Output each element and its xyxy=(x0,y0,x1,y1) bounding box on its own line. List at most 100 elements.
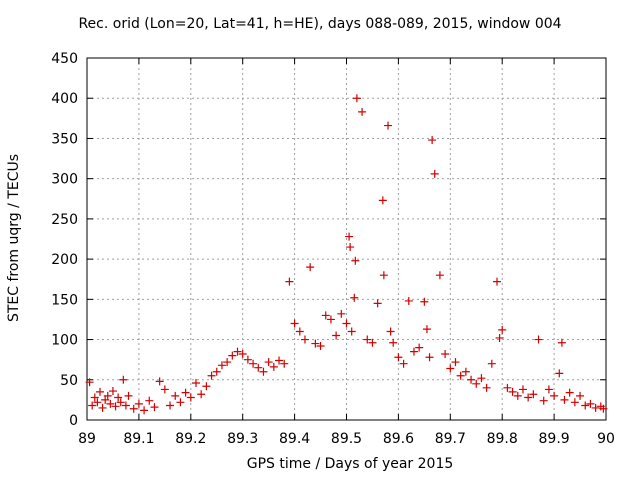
data-point xyxy=(342,319,351,328)
data-point xyxy=(477,374,486,383)
data-point xyxy=(378,196,387,205)
data-point xyxy=(191,378,200,387)
data-point xyxy=(352,94,361,103)
x-tick-label: 89.9 xyxy=(539,431,570,447)
data-point xyxy=(160,385,169,394)
data-point xyxy=(134,399,143,408)
x-tick-label: 89 xyxy=(78,431,96,447)
data-point xyxy=(513,391,522,400)
data-point xyxy=(425,353,434,362)
data-point xyxy=(581,401,590,410)
data-point xyxy=(441,350,450,359)
data-point xyxy=(121,401,130,410)
data-point xyxy=(93,398,102,407)
data-point xyxy=(254,363,263,372)
x-tick-label: 89.4 xyxy=(279,431,310,447)
data-point xyxy=(311,339,320,348)
x-tick-label: 89.5 xyxy=(331,431,362,447)
data-point xyxy=(228,351,237,360)
data-point xyxy=(518,385,527,394)
chart-title: Rec. orid (Lon=20, Lat=41, h=HE), days 0… xyxy=(78,16,562,32)
data-point xyxy=(379,271,388,280)
data-point xyxy=(202,382,211,391)
data-point xyxy=(337,309,346,318)
data-point xyxy=(176,398,185,407)
data-point xyxy=(384,121,393,130)
x-tick-label: 89.3 xyxy=(227,431,258,447)
data-point xyxy=(451,358,460,367)
data-point xyxy=(171,391,180,400)
data-point xyxy=(166,401,175,410)
y-tick-label: 400 xyxy=(51,91,78,107)
y-tick-label: 150 xyxy=(51,292,78,308)
data-point xyxy=(223,358,232,367)
data-point xyxy=(345,232,354,241)
data-point xyxy=(108,387,117,396)
data-point xyxy=(557,338,566,347)
data-point xyxy=(116,398,125,407)
data-point xyxy=(534,335,543,344)
data-point xyxy=(306,263,315,272)
data-point xyxy=(275,356,284,365)
data-point xyxy=(106,399,115,408)
data-point xyxy=(435,271,444,280)
data-point xyxy=(591,403,600,412)
data-point xyxy=(586,399,595,408)
data-point xyxy=(316,341,325,350)
data-point xyxy=(446,364,455,373)
data-point xyxy=(409,347,418,356)
data-point xyxy=(119,375,128,384)
x-axis-label: GPS time / Days of year 2015 xyxy=(246,456,454,472)
data-point xyxy=(150,403,159,412)
data-point xyxy=(495,333,504,342)
data-point xyxy=(140,406,149,415)
data-point xyxy=(456,371,465,380)
data-point xyxy=(430,169,439,178)
data-point xyxy=(197,390,206,399)
data-point xyxy=(326,315,335,324)
y-tick-label: 100 xyxy=(51,333,78,349)
data-point xyxy=(363,335,372,344)
data-point xyxy=(101,395,110,404)
data-point xyxy=(103,391,112,400)
data-point xyxy=(467,375,476,384)
data-point xyxy=(95,387,104,396)
data-point xyxy=(386,327,395,336)
data-point xyxy=(90,393,99,402)
data-point xyxy=(295,327,304,336)
data-point xyxy=(482,383,491,392)
data-point xyxy=(145,396,154,405)
y-tick-label: 250 xyxy=(51,212,78,228)
data-point xyxy=(238,350,247,359)
data-point xyxy=(181,388,190,397)
data-point xyxy=(155,377,164,386)
y-tick-label: 450 xyxy=(51,51,78,67)
data-point xyxy=(498,325,507,334)
data-point xyxy=(368,338,377,347)
data-point xyxy=(399,359,408,368)
data-point xyxy=(420,297,429,306)
data-point xyxy=(243,355,252,364)
y-tick-label: 300 xyxy=(51,172,78,188)
data-point xyxy=(233,347,242,356)
x-tick-label: 89.7 xyxy=(435,431,466,447)
data-point xyxy=(300,335,309,344)
data-point xyxy=(290,319,299,328)
data-point xyxy=(389,338,398,347)
data-point xyxy=(539,396,548,405)
data-point xyxy=(544,385,553,394)
x-tick-label: 89.2 xyxy=(175,431,206,447)
data-point xyxy=(422,325,431,334)
data-point xyxy=(114,393,123,402)
data-point xyxy=(346,243,355,252)
x-tick-label: 89.6 xyxy=(383,431,414,447)
data-point xyxy=(508,387,517,396)
data-point xyxy=(332,331,341,340)
data-point xyxy=(259,367,268,376)
y-tick-label: 0 xyxy=(69,413,78,429)
y-tick-label: 50 xyxy=(60,373,78,389)
data-point xyxy=(529,390,538,399)
data-point xyxy=(111,402,120,411)
data-point xyxy=(373,299,382,308)
data-point xyxy=(394,353,403,362)
